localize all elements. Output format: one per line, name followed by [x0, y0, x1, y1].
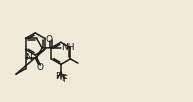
Text: O: O	[37, 63, 44, 72]
Text: F: F	[61, 74, 66, 84]
Text: O: O	[46, 35, 53, 44]
Text: F: F	[55, 72, 60, 81]
Text: F: F	[62, 75, 67, 84]
Text: NH: NH	[61, 43, 75, 52]
Text: N: N	[25, 53, 32, 62]
